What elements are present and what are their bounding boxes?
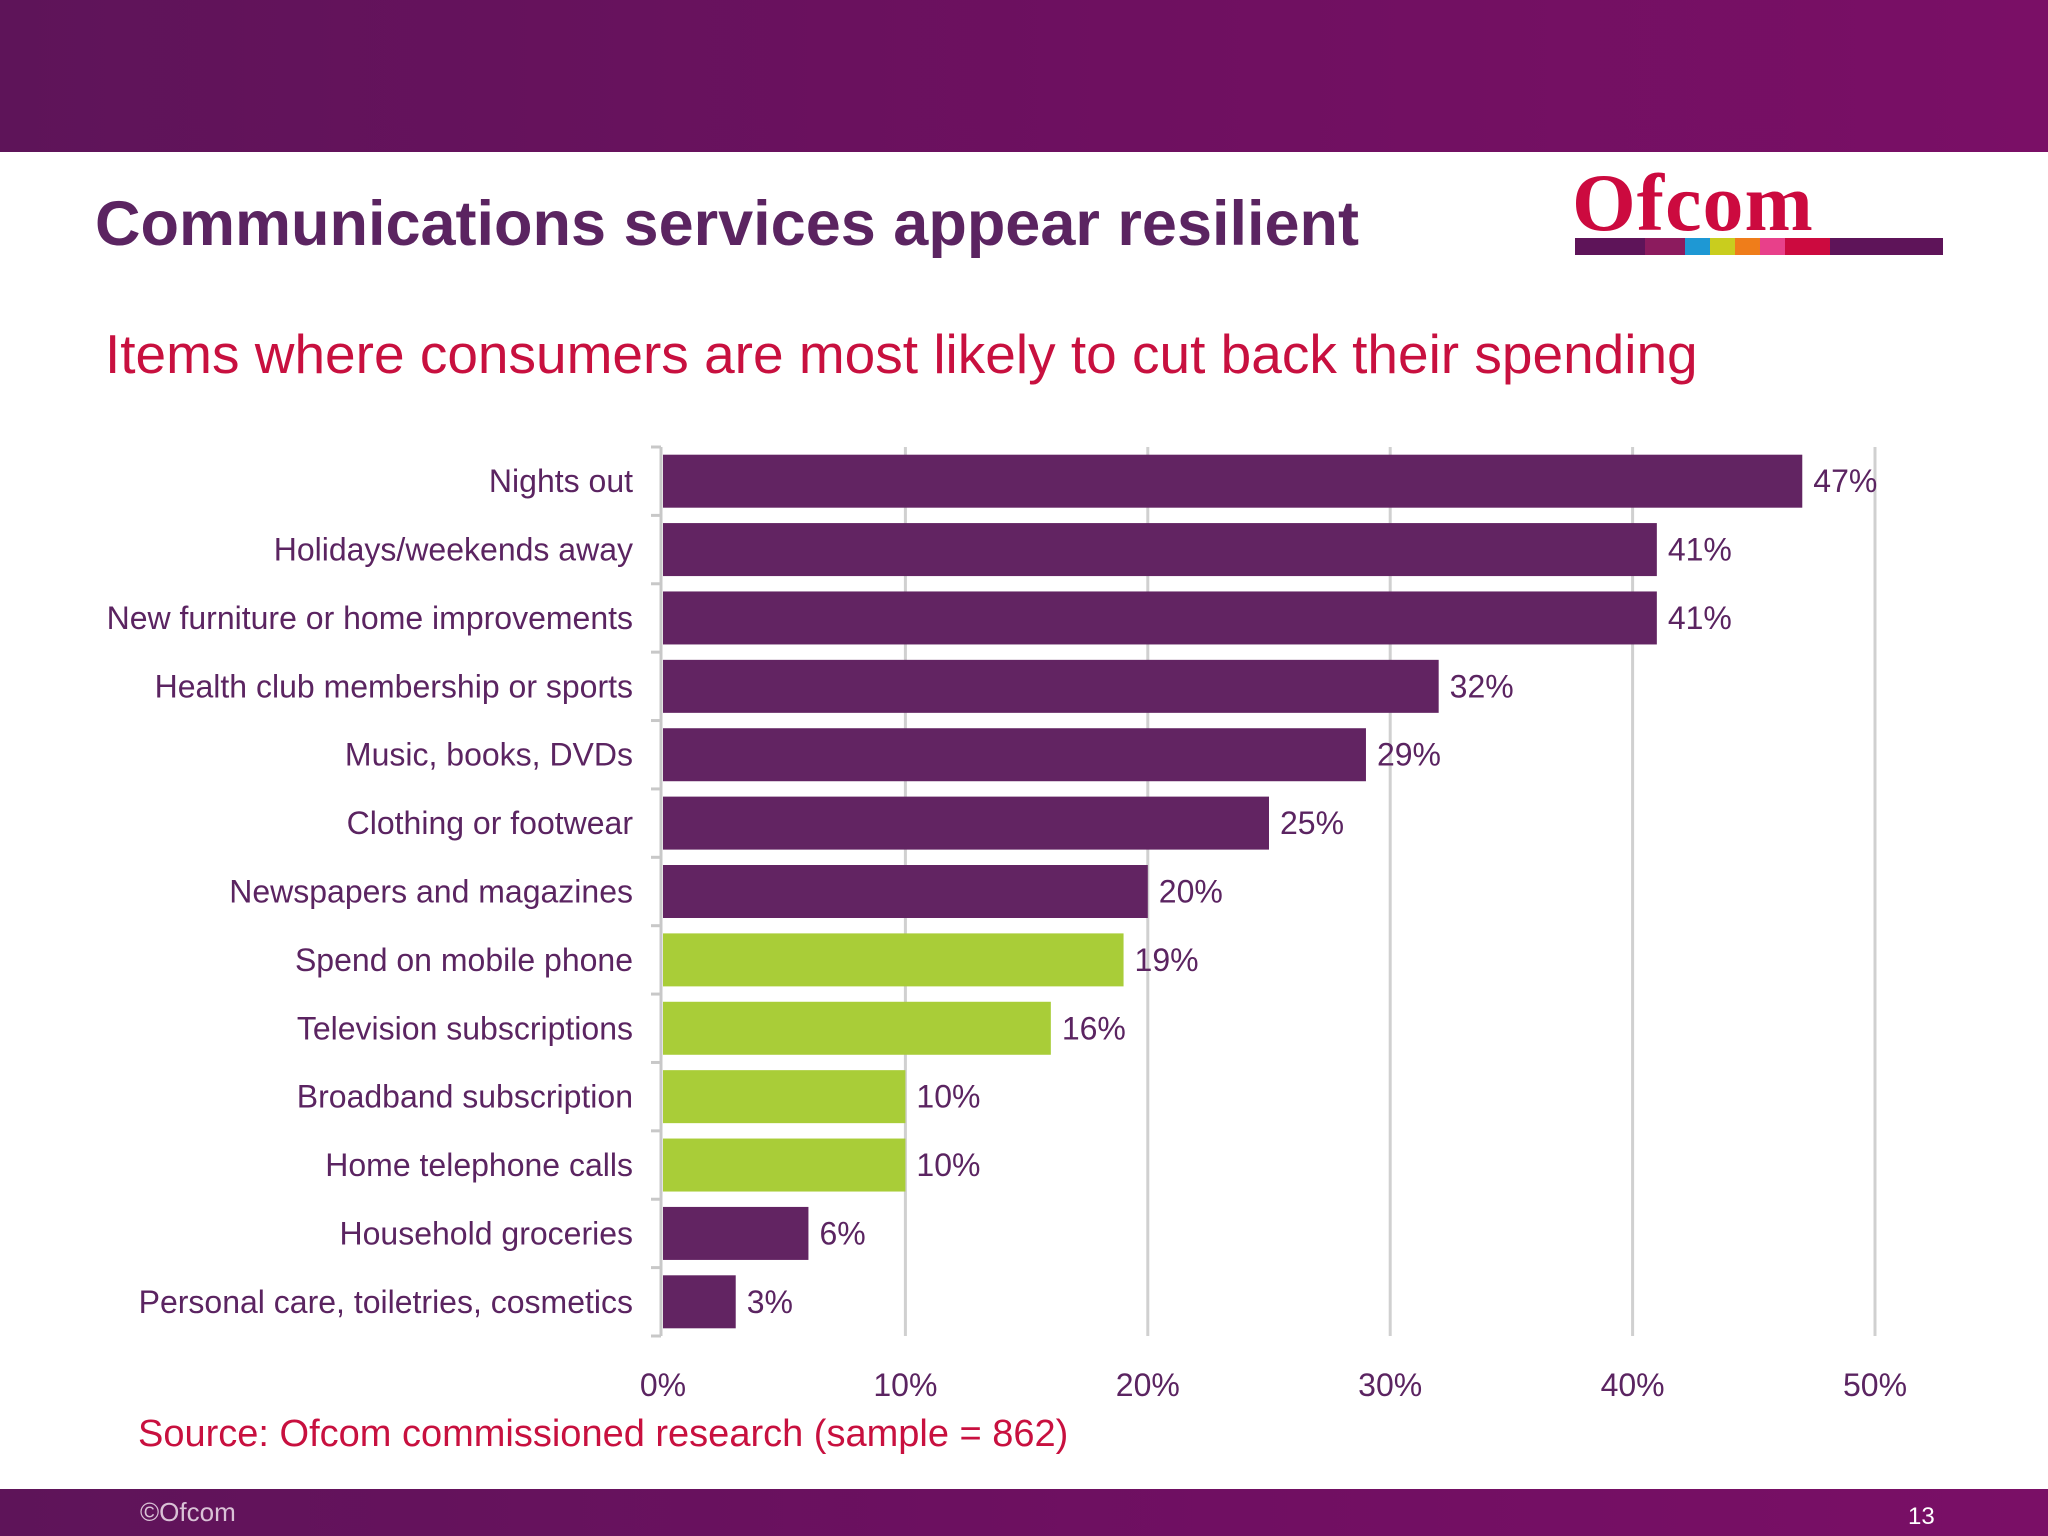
category-label: Newspapers and magazines [229,874,633,910]
value-label: 10% [916,1147,980,1183]
category-label: Music, books, DVDs [345,737,633,773]
category-label: Clothing or footwear [347,805,634,841]
value-label: 41% [1668,532,1732,568]
bar [663,1275,736,1329]
value-label: 19% [1135,942,1199,978]
category-label: Health club membership or sports [155,668,633,704]
x-tick-label: 40% [1601,1367,1665,1403]
logo-stripe-segment [1785,238,1830,255]
value-label: 41% [1668,600,1732,636]
bar [663,1138,906,1192]
category-label: Household groceries [340,1215,634,1251]
copyright-notice: ©Ofcom [140,1497,236,1527]
page-number: 13 [1908,1503,1935,1530]
logo-color-stripe [1575,238,1943,255]
value-label: 20% [1159,874,1223,910]
bar [663,454,1803,508]
value-label: 6% [819,1215,865,1251]
x-tick-label: 10% [873,1367,937,1403]
category-label: Broadband subscription [297,1079,633,1115]
bars [663,454,1803,1329]
bar [663,591,1657,645]
category-label: New furniture or home improvements [107,600,633,636]
category-label: Nights out [489,463,633,499]
value-label: 16% [1062,1010,1126,1046]
logo-stripe-segment [1760,238,1785,255]
bar-chart: 0% 10% 20% 30% 40% 50% Nights out 47% Holidays/w… [107,445,1907,1403]
logo-wordmark: Ofcom [1572,157,1814,248]
value-label: 32% [1450,668,1514,704]
value-label: 10% [916,1079,980,1115]
category-label: Holidays/weekends away [274,532,633,568]
bar [663,1001,1051,1055]
value-label: 47% [1813,463,1877,499]
category-label: Television subscriptions [297,1010,633,1046]
bar [663,933,1124,987]
logo-stripe-segment [1735,238,1760,255]
chart-title: Items where consumers are most likely to… [105,323,1698,385]
labels: 0% 10% 20% 30% 40% 50% Nights out 47% Holidays/w… [107,463,1907,1403]
header-band [0,0,2048,152]
bar [663,1206,809,1260]
slide-title: Communications services appear resilient [95,189,1359,259]
logo-stripe-segment [1645,238,1685,255]
bar [663,523,1657,577]
bar [663,796,1269,850]
category-label: Personal care, toiletries, cosmetics [139,1284,633,1320]
y-axis [651,445,663,1338]
x-tick-label: 0% [640,1367,686,1403]
x-tick-label: 30% [1358,1367,1422,1403]
bar [663,865,1148,918]
footer-band [0,1489,2048,1536]
logo-stripe-segment [1685,238,1710,255]
bar [663,728,1366,782]
value-label: 29% [1377,737,1441,773]
value-label: 3% [747,1284,793,1320]
logo-stripe-segment [1575,238,1645,255]
logo-stripe-segment [1710,238,1735,255]
ofcom-logo: Ofcom [1572,162,1947,260]
bar [663,1070,906,1124]
value-label: 25% [1280,805,1344,841]
source-note: Source: Ofcom commissioned research (sam… [138,1413,1069,1455]
x-tick-label: 20% [1116,1367,1180,1403]
x-tick-label: 50% [1843,1367,1907,1403]
logo-stripe-segment [1830,238,1943,255]
bar [663,659,1439,713]
category-label: Spend on mobile phone [295,942,633,978]
category-label: Home telephone calls [325,1147,633,1183]
